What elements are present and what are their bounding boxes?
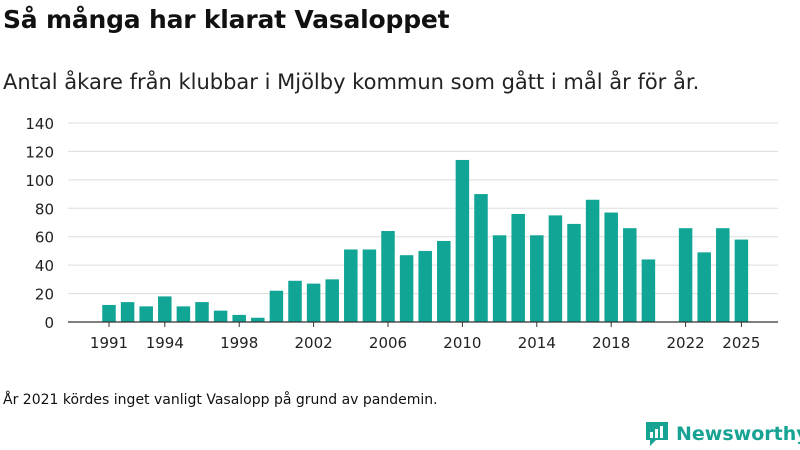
- y-tick-label: 0: [44, 314, 54, 332]
- bar-2024: [716, 228, 730, 322]
- y-tick-label: 120: [25, 143, 54, 161]
- bar-1992: [120, 302, 135, 322]
- bar-2011: [474, 194, 488, 322]
- x-tick-label: 2014: [518, 334, 556, 352]
- bar-2020: [641, 259, 656, 322]
- footnote: År 2021 kördes inget vanligt Vasalopp på…: [3, 392, 438, 408]
- bar-2000: [269, 290, 284, 322]
- bar-2003: [325, 279, 339, 322]
- bar-2008: [418, 250, 432, 322]
- chart-title: Så många har klarat Vasaloppet: [3, 5, 450, 34]
- newsworthy-logo-icon: [646, 422, 668, 446]
- bar-chart: 0 20 40 60 80 100 120 140 1991 1994 1998 2002 2006 20…: [25, 115, 778, 352]
- bar-2006: [381, 231, 395, 322]
- bar-1999: [251, 317, 265, 322]
- bar-2014: [530, 235, 544, 322]
- y-tick-label: 20: [35, 286, 54, 304]
- chart-subtitle: Antal åkare från klubbar i Mjölby kommun…: [3, 70, 700, 94]
- bar-2022: [678, 228, 693, 322]
- bar-2004: [344, 249, 358, 322]
- bar-2010: [455, 159, 470, 322]
- bar-2012: [492, 235, 507, 322]
- bar-1998: [232, 314, 246, 322]
- bar-2018: [604, 212, 618, 322]
- bar-1997: [213, 310, 228, 322]
- y-tick-label: 80: [35, 200, 54, 218]
- bar-2016: [567, 223, 581, 322]
- x-tick-label: 2006: [369, 334, 407, 352]
- x-tick-label: 1991: [90, 334, 128, 352]
- bar-2009: [437, 240, 451, 322]
- bar-2019: [623, 228, 637, 322]
- bar-2017: [585, 199, 600, 322]
- x-tick-label: 2025: [722, 334, 760, 352]
- y-tick-label: 100: [25, 172, 54, 190]
- y-tick-label: 140: [25, 115, 54, 133]
- bar-2002: [306, 283, 321, 322]
- x-tick-label: 2018: [592, 334, 630, 352]
- bar-2025: [734, 239, 749, 322]
- bar-2005: [362, 249, 377, 322]
- brand-logo: Newsworthy: [644, 420, 800, 448]
- x-tick-label: 2010: [443, 334, 481, 352]
- y-tick-label: 60: [35, 229, 54, 247]
- bar-2001: [288, 280, 302, 322]
- bar-1993: [139, 306, 153, 322]
- bar-1996: [195, 302, 209, 322]
- bar-2007: [399, 255, 414, 322]
- bar-2013: [511, 213, 525, 322]
- bar-2023: [697, 252, 711, 322]
- bar-2015: [548, 215, 563, 322]
- x-tick-label: 2022: [667, 334, 705, 352]
- brand-name: Newsworthy: [676, 423, 800, 445]
- y-tick-label: 40: [35, 257, 54, 275]
- x-tick-label: 1998: [220, 334, 258, 352]
- x-tick-label: 1994: [146, 334, 184, 352]
- bar-1991: [102, 304, 116, 322]
- bar-1995: [176, 306, 191, 322]
- bar-1994: [158, 296, 172, 322]
- x-tick-label: 2002: [295, 334, 333, 352]
